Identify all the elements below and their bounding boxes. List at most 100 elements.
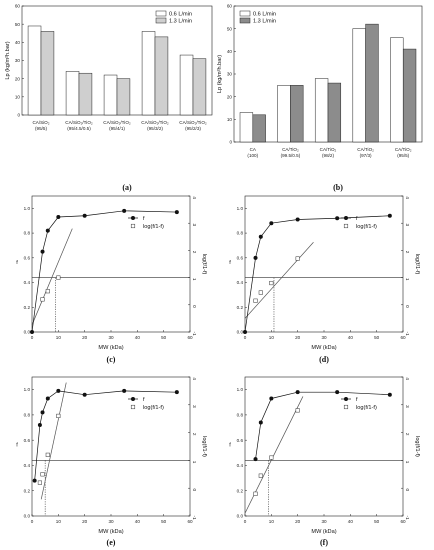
category-label: CA/SiO₂/TiO₂ (95/2/3) <box>179 120 207 131</box>
y-tick-label: 1.0 <box>237 206 244 211</box>
log-point <box>37 480 42 485</box>
legend-label: f <box>143 216 145 222</box>
category-label-line: (100) <box>247 153 258 158</box>
y-tick-label: 0.2 <box>237 305 244 310</box>
y-tick-label: 0.0 <box>24 330 31 335</box>
y-tick-label: 0 <box>17 113 20 118</box>
legend-label: f <box>356 216 358 222</box>
y2-tick-label: -1 <box>405 332 410 337</box>
bar <box>40 31 55 116</box>
f-point <box>295 217 300 222</box>
bar <box>327 82 342 143</box>
category-label: CA/SiO₂/TiO₂ (95/4.5/0.5) <box>65 120 93 131</box>
x-tick-label: 0 <box>31 519 34 524</box>
category-label-line: CA <box>250 147 257 152</box>
log-point <box>269 455 274 460</box>
category-label-line: (95/2/3) <box>185 126 201 131</box>
y2-tick-label: 3 <box>192 224 197 227</box>
y-axis-label: Lp (kg/m²h.bar) <box>217 55 223 93</box>
log-point <box>253 491 258 496</box>
y-tick-label: 0.8 <box>24 231 31 236</box>
f-point <box>45 396 50 401</box>
y-tick-label: 50 <box>227 26 233 31</box>
y-tick-label: 20 <box>15 76 21 81</box>
category-label: CA (100) <box>247 147 258 158</box>
legend-label: 1.3 L/min <box>253 19 276 25</box>
y2-tick-label: 4 <box>405 196 410 199</box>
y-tick-label: 10 <box>15 94 21 99</box>
y2-tick-label: 4 <box>192 196 197 199</box>
category-label: CA/TiO₂ (99.5/0.5) <box>281 147 301 158</box>
f-point <box>253 457 258 462</box>
bar <box>154 36 169 116</box>
f-point <box>258 420 263 425</box>
y2-tick-label: 4 <box>405 377 410 380</box>
f-point <box>335 216 340 221</box>
panel-caption: (d) <box>319 355 329 364</box>
log-point <box>295 256 300 261</box>
y2-tick-label: 2 <box>192 251 197 254</box>
x-tick-label: 30 <box>108 519 114 524</box>
category-label-line: CA/TiO₂ <box>395 147 412 152</box>
y-axis-label: f <box>229 443 231 449</box>
category-label: CA/SiO₂/TiO₂ (95/3/2) <box>141 120 169 131</box>
y-tick-label: 0.0 <box>24 514 31 519</box>
f-point <box>122 388 127 393</box>
bar <box>402 48 417 143</box>
y-tick-label: 0.2 <box>24 305 31 310</box>
bar <box>365 23 379 143</box>
f-point <box>174 210 179 215</box>
category-label-line: CA/TiO₂ <box>282 147 299 152</box>
legend-swatch <box>155 10 167 17</box>
log-point <box>56 413 61 418</box>
y-axis-label: f <box>16 260 18 266</box>
f-point <box>243 330 247 334</box>
log-point <box>253 298 258 303</box>
y2-tick-label: 0 <box>405 489 410 492</box>
category-label-line: CA/SiO₂/TiO₂ <box>179 120 207 125</box>
y-axis-label: Lp (kg/m²h.bar) <box>5 41 11 79</box>
y-tick-label: 0 <box>229 140 232 145</box>
category-label: CA/TiO₂ (97/3) <box>357 147 374 158</box>
f-point <box>82 213 87 218</box>
x-tick-label: 50 <box>161 519 167 524</box>
y-tick-label: 0.2 <box>237 488 244 493</box>
f-series-line <box>34 390 177 481</box>
y-axis-label: f <box>16 443 18 449</box>
bar-chart-0: 0 10 20 30 40 50 60 Lp (kg/m²h.bar) CA/SiO₂ (95/5… <box>5 4 213 192</box>
y2-tick-label: 1 <box>192 461 197 464</box>
log-point <box>269 280 274 286</box>
y2-tick-label: 3 <box>192 405 197 408</box>
f-point <box>253 255 258 260</box>
x-tick-label: 30 <box>321 335 327 340</box>
category-label-line: CA/TiO₂ <box>357 147 374 152</box>
x-tick-label: 10 <box>269 519 275 524</box>
x-tick-label: 50 <box>161 335 167 340</box>
y2-tick-label: -1 <box>192 332 197 337</box>
f-point <box>82 392 87 397</box>
y-tick-label: 30 <box>227 72 233 77</box>
x-tick-label: 50 <box>374 519 380 524</box>
category-label-line: CA/SiO₂/TiO₂ <box>103 120 131 125</box>
y-axis-label: f <box>229 260 231 266</box>
category-label-line: (95/3/2) <box>147 126 163 131</box>
y2-axis-label: log(f/1-f) <box>201 436 207 457</box>
f-point <box>335 390 340 395</box>
y-tick-label: 0.6 <box>24 255 31 260</box>
log-point <box>56 275 61 280</box>
legend-label: 0.6 L/min <box>169 12 192 18</box>
f-point <box>269 221 274 226</box>
log-point <box>258 290 263 295</box>
bar <box>65 71 80 116</box>
x-axis-label: MW (kDa) <box>98 345 123 351</box>
bar <box>78 72 93 116</box>
panel-caption: (c) <box>107 355 116 364</box>
y-tick-label: 1.0 <box>24 206 31 211</box>
log-point <box>258 473 263 478</box>
category-label-line: (95/5) <box>35 126 47 131</box>
f-point <box>56 215 61 220</box>
x-tick-label: 40 <box>135 519 141 524</box>
bar <box>290 85 304 143</box>
legend-swatch <box>239 10 251 17</box>
x-tick-label: 20 <box>295 519 301 524</box>
